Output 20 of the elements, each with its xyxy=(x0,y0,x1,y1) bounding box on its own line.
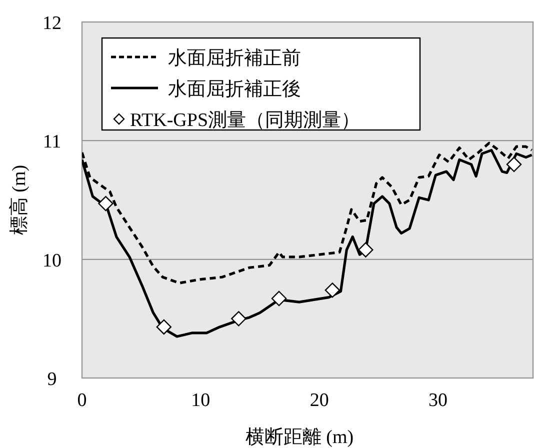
x-axis-title: 横断距離 (m) xyxy=(245,427,354,448)
x-tick-label: 20 xyxy=(310,390,329,411)
point xyxy=(156,319,172,335)
point xyxy=(506,156,522,172)
x-tick-label: 30 xyxy=(428,390,448,411)
legend-label: 水面屈折補正後 xyxy=(168,79,301,100)
y-tick-label: 10 xyxy=(42,250,62,272)
point xyxy=(358,242,374,258)
point xyxy=(98,196,114,212)
y-axis-title: 標高 (m) xyxy=(8,164,30,236)
point xyxy=(324,282,340,298)
point xyxy=(231,311,246,326)
legend-label: 水面屈折補正前 xyxy=(168,48,301,69)
point xyxy=(271,290,287,306)
y-tick-label: 11 xyxy=(42,132,62,153)
x-tick-label: 10 xyxy=(191,390,210,411)
y-tick-label: 12 xyxy=(42,13,62,34)
legend-label: RTK-GPS測量（同期測量） xyxy=(130,110,360,131)
x-tick-label: 0 xyxy=(77,390,87,411)
y-tick-label: 9 xyxy=(47,369,57,390)
